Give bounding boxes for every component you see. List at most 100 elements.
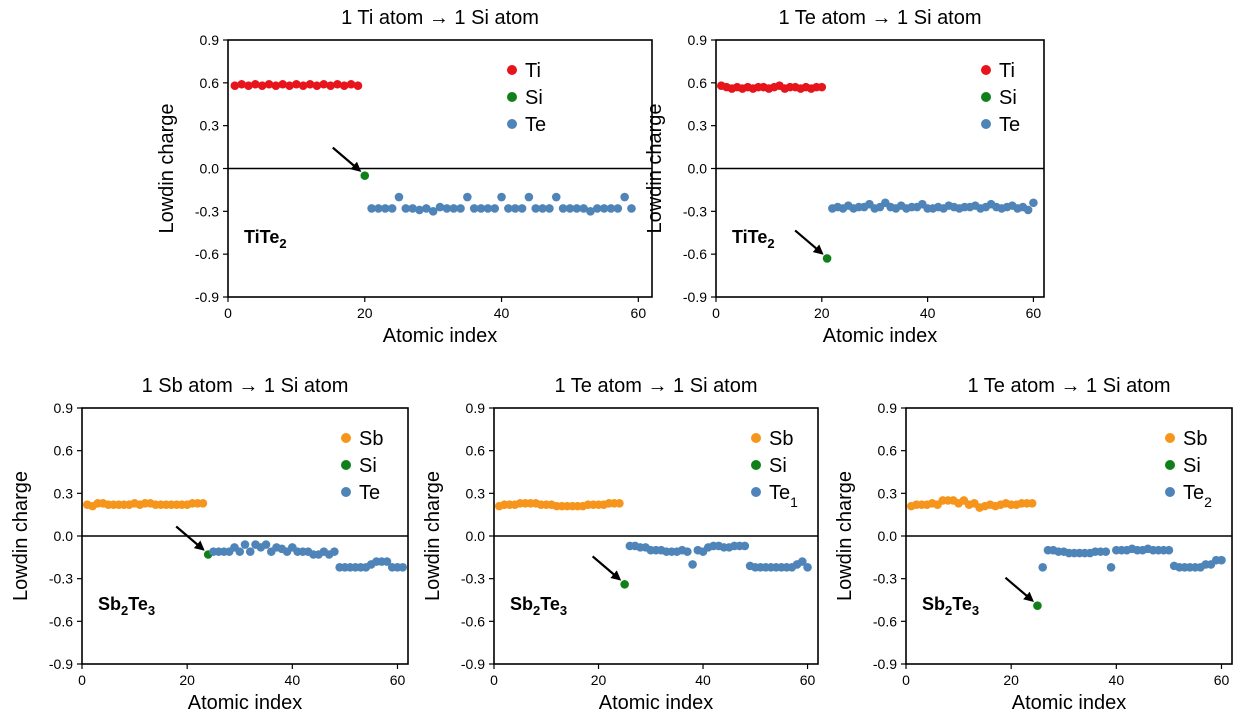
x-tick-label: 40	[920, 305, 936, 321]
data-point-te	[408, 204, 417, 213]
x-tick-label: 0	[78, 672, 86, 688]
y-tick-label: -0.6	[195, 246, 219, 262]
data-point-te	[683, 547, 692, 556]
y-tick-label: -0.6	[873, 613, 897, 629]
data-point-te	[592, 204, 602, 213]
data-point-ti	[278, 79, 288, 89]
data-point-te	[545, 204, 554, 213]
x-tick-label: 0	[902, 672, 910, 688]
y-tick-label: 0.3	[54, 485, 74, 501]
x-tick-label: 20	[591, 672, 607, 688]
material-text: Sb	[510, 594, 533, 614]
data-point-ti	[339, 81, 349, 90]
data-point-ti	[312, 81, 322, 90]
arrow-annotation	[591, 555, 622, 581]
data-point-te	[398, 562, 408, 572]
x-axis-label: Atomic index	[383, 325, 498, 347]
x-tick-label: 0	[490, 672, 498, 688]
x-tick-label: 60	[800, 672, 816, 688]
data-point-te	[435, 202, 445, 212]
data-point-te	[476, 204, 486, 213]
data-point-te	[504, 204, 513, 213]
data-point-te	[599, 204, 609, 213]
legend-marker	[751, 487, 761, 497]
data-point-te	[415, 205, 424, 215]
y-tick-label: 0.3	[466, 485, 486, 501]
y-tick-label: 0.9	[878, 400, 898, 416]
legend-marker	[341, 433, 351, 443]
material-subscript: 3	[972, 603, 979, 618]
data-point-ti	[251, 79, 260, 89]
y-tick-label: -0.3	[461, 571, 485, 587]
data-point-te	[740, 541, 750, 551]
data-point-te	[558, 204, 568, 213]
x-axis-label: Atomic index	[188, 692, 303, 714]
y-tick-label: -0.6	[683, 246, 707, 262]
data-point-te	[1101, 547, 1111, 556]
data-point-te	[1038, 562, 1048, 572]
data-point-te	[382, 557, 392, 566]
legend-marker	[751, 460, 761, 470]
data-point-te	[428, 207, 438, 216]
y-tick-label: 0.9	[54, 400, 74, 416]
legend-marker	[507, 92, 517, 102]
legend-label: Ti	[999, 60, 1015, 82]
material-label: TiTe2	[732, 227, 775, 251]
data-point-te	[469, 204, 479, 213]
data-point-te	[510, 204, 520, 213]
data-point-si	[822, 254, 832, 263]
y-tick-label: 0.6	[200, 75, 220, 91]
data-point-ti	[271, 81, 281, 90]
chart-panel-2: 1 Te atom → 1 Si atom 0.9 0.6 0.3 0.0 -0.3 -0.…	[644, 7, 1045, 347]
material-subscript: 2	[945, 603, 952, 618]
data-point-te	[261, 540, 271, 549]
x-axis-label: Atomic index	[599, 692, 714, 714]
x-tick-label: 60	[390, 672, 406, 688]
arrow-annotation	[794, 229, 824, 255]
data-point-te	[606, 204, 616, 213]
x-tick-label: 40	[1109, 672, 1125, 688]
data-point-te	[627, 204, 636, 213]
data-point-si	[360, 171, 370, 180]
legend-label: Sb	[359, 428, 383, 450]
legend-label: Si	[769, 455, 787, 477]
data-point-te	[394, 192, 404, 202]
arrow-annotation	[332, 146, 362, 172]
data-point-te	[1106, 562, 1116, 572]
x-axis-label: Atomic index	[823, 325, 938, 347]
y-tick-label: -0.9	[873, 656, 897, 672]
data-point-te	[449, 204, 458, 213]
y-tick-label: 0.6	[688, 75, 708, 91]
data-point-ti	[305, 79, 315, 89]
chart-title: 1 Ti atom → 1 Si atom	[341, 7, 539, 29]
y-axis-label: Lowdin charge	[422, 471, 444, 601]
legend-label: Te	[525, 114, 546, 136]
data-point-te	[803, 562, 812, 572]
material-text: Sb	[98, 594, 121, 614]
x-tick-label: 40	[494, 305, 510, 321]
arrow-annotation	[175, 525, 205, 551]
y-tick-label: 0.9	[200, 32, 220, 48]
y-tick-label: 0.0	[200, 161, 220, 177]
data-point-ti	[298, 81, 308, 90]
x-tick-label: 0	[224, 305, 232, 321]
legend-marker	[341, 460, 351, 470]
data-point-te	[524, 192, 534, 202]
y-tick-label: -0.3	[195, 203, 219, 219]
material-text: Te	[540, 594, 560, 614]
legend-label: Te1	[769, 482, 798, 510]
chart-panel-3: 1 Sb atom → 1 Si atom 0.9 0.6 0.3 0.0 -0.3 -0.…	[10, 375, 409, 714]
material-text: Te	[128, 594, 148, 614]
data-point-ti	[285, 81, 294, 90]
legend-label: Si	[1183, 455, 1201, 477]
y-tick-label: -0.3	[49, 571, 73, 587]
data-point-te	[613, 204, 623, 213]
x-tick-label: 60	[631, 305, 647, 321]
material-subscript: 2	[767, 236, 774, 251]
data-point-ti	[292, 79, 301, 89]
data-point-ti	[326, 81, 335, 90]
data-point-sb	[1027, 498, 1037, 508]
y-axis-label: Lowdin charge	[156, 103, 178, 233]
data-point-te	[240, 540, 250, 549]
